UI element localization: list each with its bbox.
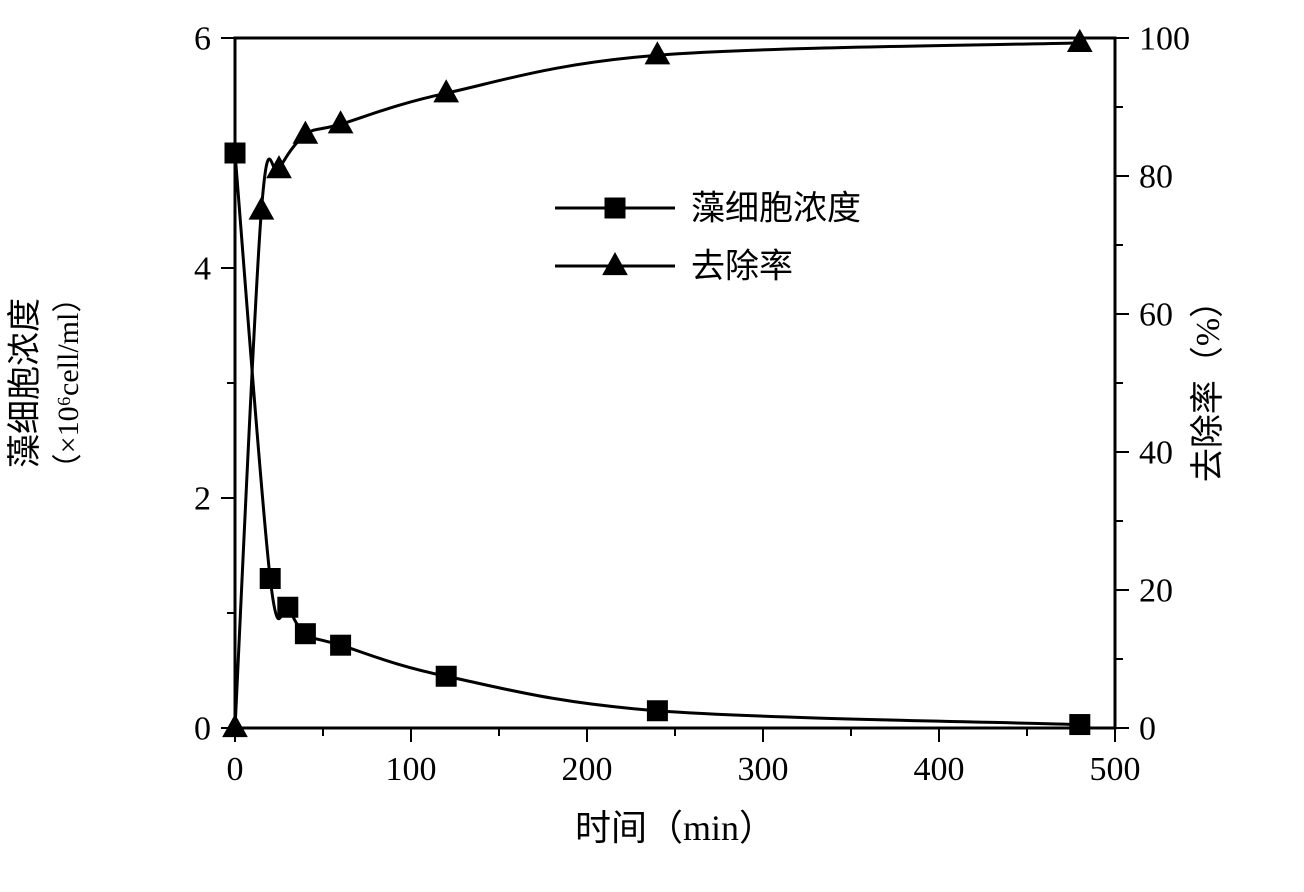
series-removal — [223, 30, 1092, 737]
square-marker-icon — [331, 635, 351, 655]
square-marker-icon — [225, 143, 245, 163]
y-left-tick-label: 6 — [194, 20, 211, 57]
triangle-marker-icon — [603, 253, 627, 275]
y-left-tick-label: 0 — [194, 710, 211, 747]
square-marker-icon — [436, 666, 456, 686]
y-right-tick-label: 20 — [1139, 572, 1173, 609]
square-marker-icon — [295, 624, 315, 644]
y-left-axis-label: 藻细胞浓度 — [6, 298, 44, 468]
y-right-axis: 0 20 40 60 80 100 去除率（%） — [1115, 20, 1227, 747]
x-tick-label: 500 — [1090, 751, 1141, 788]
square-marker-icon — [278, 597, 298, 617]
legend-label: 藻细胞浓度 — [691, 189, 861, 227]
y-right-tick-label: 100 — [1139, 20, 1190, 57]
legend-label: 去除率 — [691, 247, 793, 285]
triangle-marker-icon — [1068, 30, 1092, 52]
x-tick-label: 0 — [227, 751, 244, 788]
series-line — [235, 43, 1080, 728]
chart-container: 0100200300400500时间（min）0246藻细胞浓度（×10⁶cel… — [0, 0, 1304, 892]
x-axis-label: 时间（min） — [575, 808, 775, 848]
y-right-tick-label: 40 — [1139, 434, 1173, 471]
x-axis: 0 100 200 300 400 500 时间（min） — [227, 728, 1141, 848]
triangle-marker-icon — [645, 42, 669, 64]
y-left-tick-label: 4 — [194, 250, 211, 287]
x-tick-label: 400 — [914, 751, 965, 788]
x-tick-label: 200 — [562, 751, 613, 788]
triangle-marker-icon — [249, 198, 273, 220]
x-tick-label: 100 — [386, 751, 437, 788]
y-left-axis-sublabel: （×10⁶cell/ml） — [52, 283, 85, 484]
y-left-tick-label: 2 — [194, 480, 211, 517]
series-line — [235, 153, 1080, 725]
y-right-tick-label: 60 — [1139, 296, 1173, 333]
triangle-marker-icon — [223, 715, 247, 737]
x-tick-label: 300 — [738, 751, 789, 788]
y-left-axis: 0 2 4 6 藻细胞浓度（×10⁶cell/ml） — [6, 20, 235, 747]
y-right-tick-label: 80 — [1139, 158, 1173, 195]
y-right-axis-label: 去除率（%） — [1189, 284, 1227, 482]
square-marker-icon — [647, 701, 667, 721]
square-marker-icon — [1070, 715, 1090, 735]
legend: 藻细胞浓度去除率 — [555, 189, 861, 285]
square-marker-icon — [260, 569, 280, 589]
series-concentration — [225, 143, 1090, 735]
square-marker-icon — [605, 198, 625, 218]
chart-svg: 0100200300400500时间（min）0246藻细胞浓度（×10⁶cel… — [0, 0, 1304, 892]
y-right-tick-label: 0 — [1139, 710, 1156, 747]
triangle-marker-icon — [293, 122, 317, 144]
